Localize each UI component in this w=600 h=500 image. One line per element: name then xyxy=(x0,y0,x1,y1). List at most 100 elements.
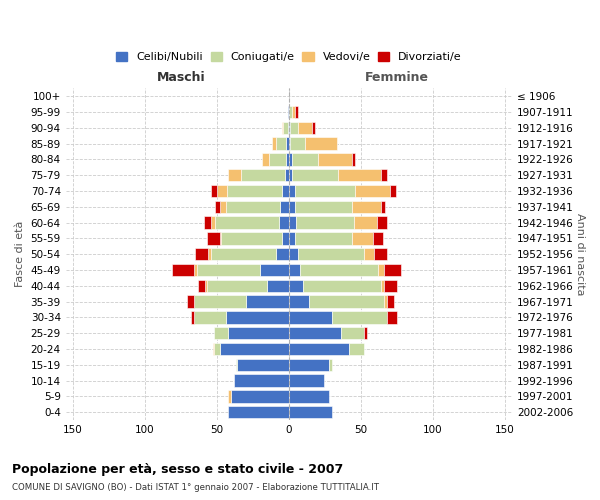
Bar xyxy=(227,185,282,197)
Bar xyxy=(287,106,289,118)
Bar xyxy=(220,343,289,355)
Bar xyxy=(289,343,349,355)
Y-axis label: Anni di nascita: Anni di nascita xyxy=(575,213,585,296)
Bar xyxy=(374,248,387,260)
Bar xyxy=(292,106,295,118)
Bar xyxy=(279,216,289,229)
Bar xyxy=(312,122,315,134)
Bar xyxy=(289,358,329,371)
Bar xyxy=(295,106,298,118)
Bar xyxy=(289,374,323,387)
Bar xyxy=(341,327,364,340)
Bar xyxy=(289,327,341,340)
Text: Femmine: Femmine xyxy=(365,70,429,84)
Bar xyxy=(220,200,226,213)
Bar xyxy=(212,343,214,355)
Bar xyxy=(304,280,381,292)
Bar xyxy=(295,232,352,244)
Bar xyxy=(289,200,295,213)
Bar xyxy=(220,232,221,244)
Bar xyxy=(226,200,280,213)
Bar xyxy=(205,280,207,292)
Bar xyxy=(290,138,305,150)
Bar xyxy=(234,374,289,387)
Bar xyxy=(384,264,401,276)
Bar xyxy=(295,185,355,197)
Bar xyxy=(262,154,269,166)
Bar xyxy=(295,200,352,213)
Bar xyxy=(268,280,289,292)
Bar xyxy=(229,406,289,418)
Text: Maschi: Maschi xyxy=(157,70,205,84)
Bar xyxy=(378,264,384,276)
Bar xyxy=(187,296,194,308)
Bar xyxy=(282,185,289,197)
Bar xyxy=(289,122,290,134)
Bar xyxy=(269,154,286,166)
Bar xyxy=(305,138,337,150)
Bar xyxy=(211,216,215,229)
Bar xyxy=(172,264,194,276)
Bar xyxy=(289,216,296,229)
Text: COMUNE DI SAVIGNO (BO) - Dati ISTAT 1° gennaio 2007 - Elaborazione TUTTITALIA.IT: COMUNE DI SAVIGNO (BO) - Dati ISTAT 1° g… xyxy=(12,482,379,492)
Bar xyxy=(354,216,377,229)
Bar xyxy=(191,312,194,324)
Bar xyxy=(290,122,298,134)
Y-axis label: Fasce di età: Fasce di età xyxy=(15,221,25,288)
Bar xyxy=(298,122,312,134)
Bar xyxy=(214,327,229,340)
Bar xyxy=(221,232,282,244)
Bar xyxy=(232,390,289,402)
Bar xyxy=(286,138,289,150)
Bar xyxy=(329,358,332,371)
Bar xyxy=(352,154,355,166)
Bar xyxy=(260,264,289,276)
Bar xyxy=(292,154,318,166)
Bar xyxy=(364,248,374,260)
Bar xyxy=(387,296,394,308)
Bar xyxy=(215,216,279,229)
Bar xyxy=(355,185,390,197)
Bar xyxy=(364,327,367,340)
Bar xyxy=(349,343,364,355)
Bar xyxy=(276,248,289,260)
Bar xyxy=(289,248,298,260)
Bar xyxy=(215,200,220,213)
Bar xyxy=(296,216,354,229)
Bar xyxy=(211,185,217,197)
Bar xyxy=(286,154,289,166)
Bar xyxy=(208,248,211,260)
Bar xyxy=(384,280,397,292)
Bar xyxy=(289,406,332,418)
Bar xyxy=(217,185,227,197)
Bar xyxy=(318,154,352,166)
Bar xyxy=(214,343,220,355)
Bar xyxy=(338,169,381,181)
Bar xyxy=(246,296,289,308)
Bar xyxy=(289,169,292,181)
Bar xyxy=(352,232,373,244)
Bar xyxy=(289,264,301,276)
Bar xyxy=(236,358,237,371)
Bar xyxy=(211,248,276,260)
Bar xyxy=(381,169,387,181)
Bar xyxy=(352,200,381,213)
Bar xyxy=(373,232,383,244)
Bar xyxy=(332,312,387,324)
Bar xyxy=(381,280,384,292)
Legend: Celibi/Nubili, Coniugati/e, Vedovi/e, Divorziati/e: Celibi/Nubili, Coniugati/e, Vedovi/e, Di… xyxy=(112,48,466,67)
Bar xyxy=(197,264,260,276)
Bar xyxy=(289,232,295,244)
Bar xyxy=(194,312,226,324)
Bar xyxy=(204,216,211,229)
Bar xyxy=(309,296,384,308)
Bar xyxy=(377,216,387,229)
Bar xyxy=(289,106,292,118)
Bar xyxy=(387,312,397,324)
Bar xyxy=(289,390,329,402)
Bar xyxy=(207,232,220,244)
Bar xyxy=(207,280,268,292)
Bar xyxy=(289,154,292,166)
Bar xyxy=(241,169,284,181)
Text: Popolazione per età, sesso e stato civile - 2007: Popolazione per età, sesso e stato civil… xyxy=(12,462,343,475)
